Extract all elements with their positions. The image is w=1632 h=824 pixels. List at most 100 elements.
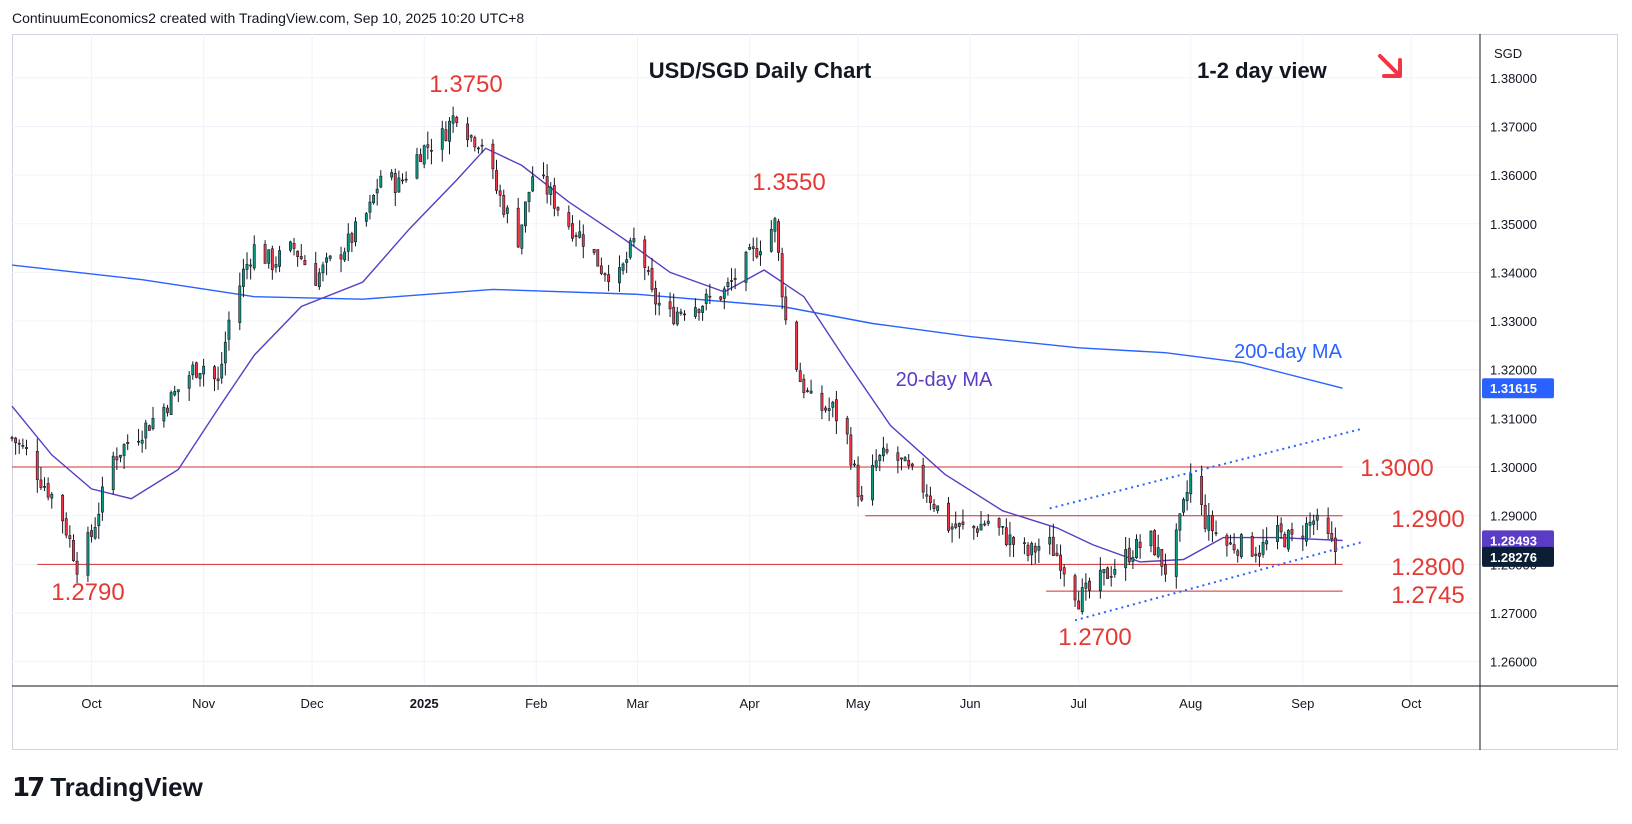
candle-body	[97, 513, 101, 527]
candle-body	[473, 137, 477, 148]
candle-body	[759, 251, 762, 256]
candle-body	[1185, 492, 1189, 502]
candle-body	[144, 422, 148, 439]
candle-body	[1229, 542, 1232, 545]
candle-body	[1326, 517, 1330, 534]
candle-body	[17, 442, 21, 445]
candle-body	[245, 263, 249, 270]
candle-body	[654, 288, 658, 305]
candle-body	[531, 176, 535, 192]
candle-body	[448, 120, 451, 142]
candle-body	[426, 144, 430, 148]
candle-body	[267, 249, 271, 264]
candle-body	[1258, 552, 1261, 557]
candle-body	[1189, 473, 1193, 495]
candle-body	[1261, 542, 1265, 555]
candle-body	[419, 154, 423, 163]
candle-body	[64, 518, 68, 536]
x-tick-label: Oct	[81, 696, 102, 711]
candle-body	[581, 234, 585, 247]
candle-body	[252, 244, 256, 269]
candle-body	[1276, 525, 1279, 542]
candle-body	[1084, 582, 1088, 589]
tradingview-logo[interactable]: 𝟭𝟳 TradingView	[12, 772, 203, 803]
candle-body	[921, 464, 925, 493]
candle-body	[1098, 569, 1102, 592]
candle-body	[1265, 540, 1269, 545]
candle-body	[227, 319, 231, 340]
annotation-label: 1.2745	[1391, 582, 1464, 609]
candle-body	[455, 117, 459, 123]
candle-body	[1333, 537, 1337, 552]
candle-body	[39, 479, 43, 488]
candle-body	[628, 240, 632, 258]
candle-body	[874, 460, 878, 468]
price-label-box	[1482, 546, 1554, 567]
x-tick-label: Apr	[739, 696, 760, 711]
candle-body	[1037, 546, 1041, 551]
candle-body	[784, 296, 788, 321]
candle-body	[910, 463, 914, 467]
candle-body	[809, 390, 813, 394]
x-tick-label: Feb	[525, 696, 547, 711]
x-tick-label: Sep	[1291, 696, 1314, 711]
candle-body	[176, 389, 180, 393]
y-tick-label: 1.27000	[1490, 606, 1537, 621]
candle-body	[274, 264, 278, 268]
candle-body	[477, 147, 480, 150]
candle-body	[1308, 521, 1312, 526]
candle-body	[314, 263, 318, 286]
candle-body	[527, 191, 531, 202]
candle-body	[1113, 568, 1117, 575]
candle-body	[1127, 547, 1131, 563]
candle-body	[43, 486, 46, 488]
candle-body	[773, 218, 777, 232]
candle-body	[1207, 515, 1211, 531]
chart-attribution: ContinuumEconomics2 created with Trading…	[12, 10, 525, 26]
candle-body	[187, 375, 191, 389]
candle-body	[1211, 515, 1214, 532]
candle-body	[520, 224, 524, 249]
candle-body	[491, 143, 495, 170]
candle-body	[364, 213, 368, 222]
x-tick-label: Dec	[301, 696, 325, 711]
candle-body	[1073, 575, 1077, 601]
candle-body	[469, 135, 473, 138]
candle-body	[339, 254, 343, 260]
candle-body	[505, 207, 509, 214]
candle-body	[896, 452, 900, 461]
candle-body	[1182, 499, 1185, 513]
price-chart[interactable]: 1.38000 1.37000 1.36000 1.35000 1.34000 1.330…	[0, 0, 1632, 760]
candle-body	[780, 253, 784, 298]
candle-body	[202, 365, 206, 375]
candle-body	[871, 465, 874, 501]
candle-body	[213, 366, 216, 380]
candle-body	[422, 145, 426, 165]
candle-body	[397, 177, 401, 193]
candle-body	[440, 128, 444, 150]
candle-body	[263, 244, 267, 264]
chart-frame	[12, 34, 1618, 750]
candle-body	[1030, 543, 1034, 556]
candle-body	[1250, 536, 1254, 557]
candle-body	[650, 267, 654, 290]
candle-body	[86, 532, 90, 576]
annotation-label: 1.2790	[51, 579, 124, 606]
candle-body	[393, 173, 397, 194]
x-tick-label: May	[846, 696, 871, 711]
candle-body	[126, 442, 130, 444]
candle-body	[147, 425, 151, 431]
candle-body	[21, 445, 25, 447]
price-label: 1.28493	[1490, 533, 1537, 548]
logo-text: TradingView	[50, 772, 203, 802]
candle-body	[1135, 538, 1138, 559]
candle-body	[1008, 534, 1012, 546]
candle-body	[61, 494, 65, 522]
ma20-line	[11, 147, 1343, 563]
candle-body	[621, 263, 625, 271]
x-tick-label: Oct	[1401, 696, 1422, 711]
candle-body	[1225, 535, 1229, 546]
candle-body	[672, 306, 676, 325]
x-tick-label: Nov	[192, 696, 216, 711]
y-tick-label: 1.32000	[1490, 363, 1537, 378]
